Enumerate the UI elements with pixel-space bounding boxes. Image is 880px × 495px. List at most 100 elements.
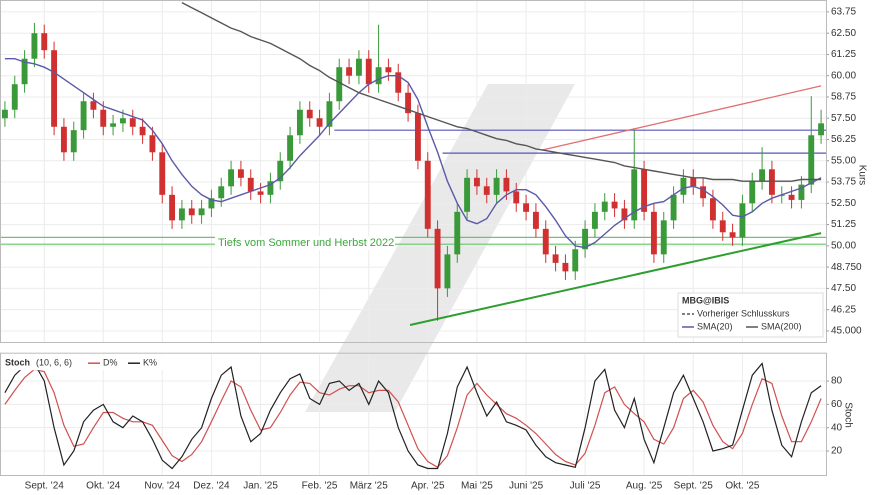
legend-title: MBG@IBIS bbox=[682, 295, 729, 305]
legend-label: K% bbox=[143, 358, 157, 368]
candle-body bbox=[424, 160, 431, 229]
stoch-line bbox=[4, 368, 822, 469]
candle-body bbox=[749, 181, 756, 204]
candle-body bbox=[739, 203, 746, 238]
candle-body bbox=[11, 84, 18, 110]
candle-body bbox=[247, 177, 254, 192]
y-tick-label: 20 bbox=[831, 446, 843, 457]
y-tick-label: 51.25 bbox=[831, 219, 856, 230]
candle-body bbox=[355, 58, 362, 76]
candle-body bbox=[198, 208, 205, 216]
legend-label: SMA(200) bbox=[761, 321, 802, 331]
candle-body bbox=[267, 181, 274, 195]
y-tick-label: 52.50 bbox=[831, 198, 856, 209]
candle-body bbox=[621, 208, 628, 221]
candle-body bbox=[149, 135, 156, 153]
panel-frame bbox=[0, 352, 827, 477]
x-tick-label: Okt. '24 bbox=[86, 481, 121, 492]
candle-body bbox=[1, 109, 8, 119]
candle-body bbox=[365, 58, 372, 85]
candle-body bbox=[110, 123, 117, 127]
y-tick-label: 56.25 bbox=[831, 134, 856, 145]
candle-body bbox=[169, 194, 176, 221]
legend-label: Vorheriger Schlusskurs bbox=[697, 308, 790, 318]
candle-body bbox=[51, 50, 58, 127]
stoch-line bbox=[4, 362, 822, 470]
y-tick-label: 60 bbox=[831, 399, 843, 410]
candle-body bbox=[90, 101, 97, 110]
x-tick-label: Juni '25 bbox=[509, 481, 544, 492]
y-tick-label: 58.75 bbox=[831, 92, 856, 103]
legend-label: D% bbox=[103, 358, 118, 368]
annotation: Tiefs vom Sommer und Herbst 2022 bbox=[218, 237, 394, 249]
candle-body bbox=[680, 177, 687, 195]
y-tick-label: 62.50 bbox=[831, 28, 856, 39]
y-tick-label: 80 bbox=[831, 376, 843, 387]
candle-body bbox=[542, 228, 549, 255]
candle-body bbox=[346, 67, 353, 76]
candle-body bbox=[306, 109, 313, 119]
sma-line bbox=[4, 58, 822, 249]
candle-body bbox=[139, 126, 146, 136]
candle-body bbox=[336, 67, 343, 102]
candle-body bbox=[631, 169, 638, 221]
y-tick-label: 63.75 bbox=[831, 7, 856, 18]
candle-body bbox=[729, 232, 736, 238]
candle-body bbox=[21, 58, 28, 85]
panel-title: Stoch bbox=[5, 358, 30, 368]
candle-body bbox=[503, 177, 510, 192]
candle-body bbox=[70, 130, 77, 153]
candle-body bbox=[414, 113, 421, 161]
candle-body bbox=[80, 101, 87, 131]
trend-line bbox=[542, 85, 822, 151]
x-tick-label: Aug. '25 bbox=[626, 481, 663, 492]
candle-body bbox=[287, 135, 294, 161]
candle-body bbox=[237, 169, 244, 178]
candle-body bbox=[218, 186, 225, 199]
x-tick-label: Sept. '25 bbox=[674, 481, 714, 492]
candle-body bbox=[641, 169, 648, 212]
candle-body bbox=[513, 191, 520, 204]
candle-body bbox=[591, 211, 598, 229]
candle-body bbox=[572, 249, 579, 272]
sma-line bbox=[181, 1, 822, 182]
candle-body bbox=[464, 177, 471, 212]
candle-body bbox=[316, 118, 323, 127]
y-tick-label: 53.75 bbox=[831, 177, 856, 188]
plot-layer: 45.000 46.25 47.50 48.750 50.00 51.25 52.50 53.… bbox=[0, 0, 867, 492]
candle-body bbox=[326, 101, 333, 127]
candle-body bbox=[601, 201, 608, 212]
y-tick-label: 46.25 bbox=[831, 304, 856, 315]
candle-body bbox=[178, 208, 185, 221]
candle-body bbox=[129, 118, 136, 127]
candle-body bbox=[100, 109, 107, 127]
y-tick-label: 57.50 bbox=[831, 113, 856, 124]
y-tick-label: 45.000 bbox=[831, 326, 862, 337]
candle-body bbox=[562, 262, 569, 272]
candle-body bbox=[277, 160, 284, 182]
candle-body bbox=[818, 123, 825, 136]
x-tick-label: Dez. '24 bbox=[193, 481, 230, 492]
candle-body bbox=[454, 211, 461, 255]
panel-parameters: (10, 6, 6) bbox=[36, 358, 72, 368]
x-tick-label: Jan. '25 bbox=[243, 481, 278, 492]
candle-body bbox=[208, 198, 215, 209]
candle-body bbox=[709, 198, 716, 221]
candle-body bbox=[296, 109, 303, 136]
legend-box bbox=[677, 292, 824, 338]
candle-body bbox=[532, 211, 539, 229]
candle-body bbox=[159, 152, 166, 195]
candle-body bbox=[473, 177, 480, 187]
y-axis-label: Kurs bbox=[856, 165, 867, 186]
x-tick-label: Mai '25 bbox=[461, 481, 493, 492]
candle-body bbox=[759, 169, 766, 182]
candle-body bbox=[660, 220, 667, 255]
candle-body bbox=[188, 208, 195, 216]
candle-body bbox=[788, 194, 795, 200]
candle-body bbox=[768, 169, 775, 195]
candle-body bbox=[375, 67, 382, 85]
candle-body bbox=[483, 186, 490, 195]
x-tick-label: Sept. '24 bbox=[25, 481, 65, 492]
candle-body bbox=[700, 186, 707, 199]
